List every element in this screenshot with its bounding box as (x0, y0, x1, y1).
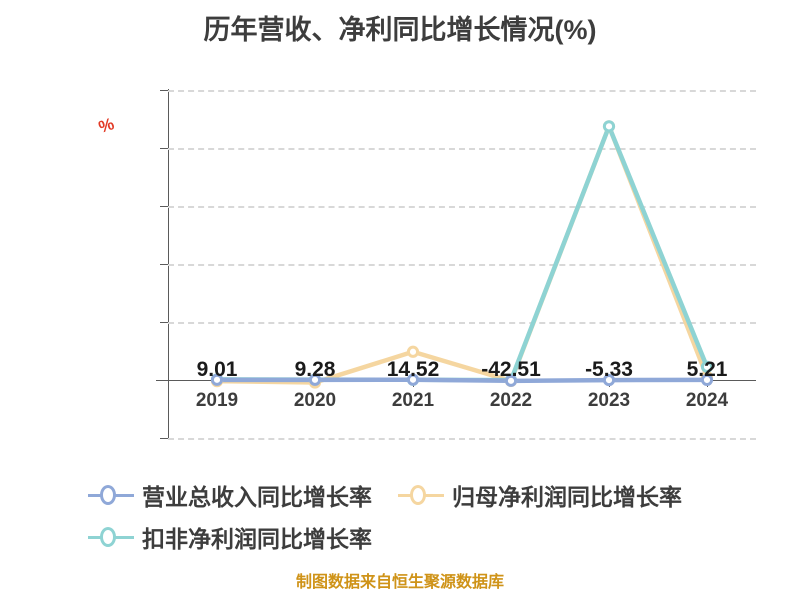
page-title: 历年营收、净利同比增长情况(%) (203, 15, 597, 45)
y-axis-tick (160, 264, 168, 265)
gridline (168, 90, 756, 92)
data-point-label: 5.21 (686, 358, 728, 381)
x-axis-tick-label: 2023 (587, 390, 631, 411)
chart-legend: 营业总收入同比增长率 归母净利润同比增长率 扣非净利润同比增长率 (88, 474, 788, 558)
gridline (168, 438, 756, 440)
legend-item-deducted-profit[interactable]: 扣非净利润同比增长率 (88, 520, 372, 554)
legend-marker-icon (88, 482, 134, 508)
gridline (168, 264, 756, 266)
legend-label-net-profit: 归母净利润同比增长率 (452, 484, 682, 510)
x-axis-tick-label: 2020 (293, 390, 337, 411)
plot-area: 15,00012,0009,0006,0003,0000-3,000 20192… (156, 89, 756, 440)
y-axis-tick (160, 206, 168, 207)
legend-item-revenue[interactable]: 营业总收入同比增长率 (88, 478, 372, 512)
y-axis-tick (160, 438, 168, 439)
legend-row-1: 营业总收入同比增长率 归母净利润同比增长率 (88, 474, 788, 516)
x-axis-tick-label: 2022 (489, 390, 533, 411)
gridline (168, 148, 756, 150)
percent-unit-mark: % (96, 114, 117, 137)
y-axis-tick (160, 322, 168, 323)
x-axis-tick-label: 2019 (195, 390, 239, 411)
y-axis-tick (160, 90, 168, 91)
legend-label-deducted-profit: 扣非净利润同比增长率 (142, 526, 372, 552)
gridline (168, 206, 756, 208)
y-axis-tick (160, 380, 168, 381)
source-note: 制图数据来自恒生聚源数据库 (295, 574, 504, 591)
legend-label-revenue: 营业总收入同比增长率 (142, 484, 372, 510)
legend-row-2: 扣非净利润同比增长率 (88, 516, 788, 558)
y-axis-tick (160, 148, 168, 149)
x-axis-tick-label: 2024 (685, 390, 729, 411)
legend-marker-icon (398, 482, 444, 508)
x-axis-tick-label: 2021 (391, 390, 435, 411)
gridline (168, 322, 756, 324)
legend-item-net-profit[interactable]: 归母净利润同比增长率 (398, 478, 682, 512)
legend-marker-icon (88, 524, 134, 550)
